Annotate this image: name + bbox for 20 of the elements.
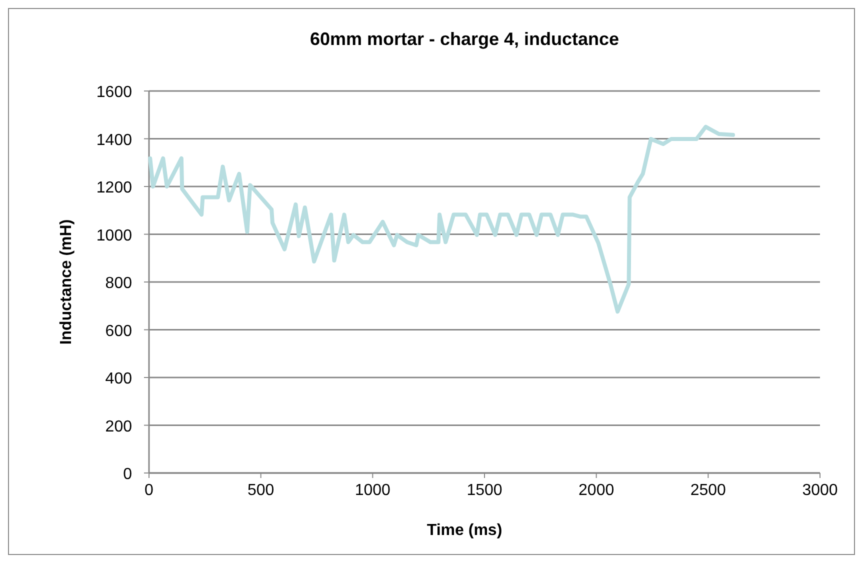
x-tick-label: 2000	[578, 482, 614, 499]
x-tick-label: 1500	[466, 482, 502, 499]
y-tick-label: 0	[123, 466, 132, 483]
chart-title: 60mm mortar - charge 4, inductance	[310, 29, 620, 49]
x-tick-label: 0	[144, 482, 154, 499]
y-tick-label: 200	[105, 418, 132, 436]
y-tick-label: 1000	[96, 227, 132, 244]
y-tick-label: 800	[105, 275, 132, 292]
x-tick-label: 1000	[354, 482, 391, 499]
y-tick-label: 1400	[96, 132, 132, 149]
y-tick-label: 1200	[96, 180, 132, 196]
x-axis-title: Time (ms)	[426, 522, 502, 539]
line-series	[148, 124, 735, 314]
x-tick-label: 3000	[802, 482, 838, 499]
y-axis-title: Inductance (mH)	[58, 219, 75, 345]
x-tick-label: 2500	[690, 482, 726, 499]
y-tick-label: 600	[105, 322, 132, 340]
y-tick-label: 1600	[96, 84, 132, 101]
x-tick-label: 500	[247, 482, 274, 499]
y-tick-label: 400	[105, 370, 132, 388]
